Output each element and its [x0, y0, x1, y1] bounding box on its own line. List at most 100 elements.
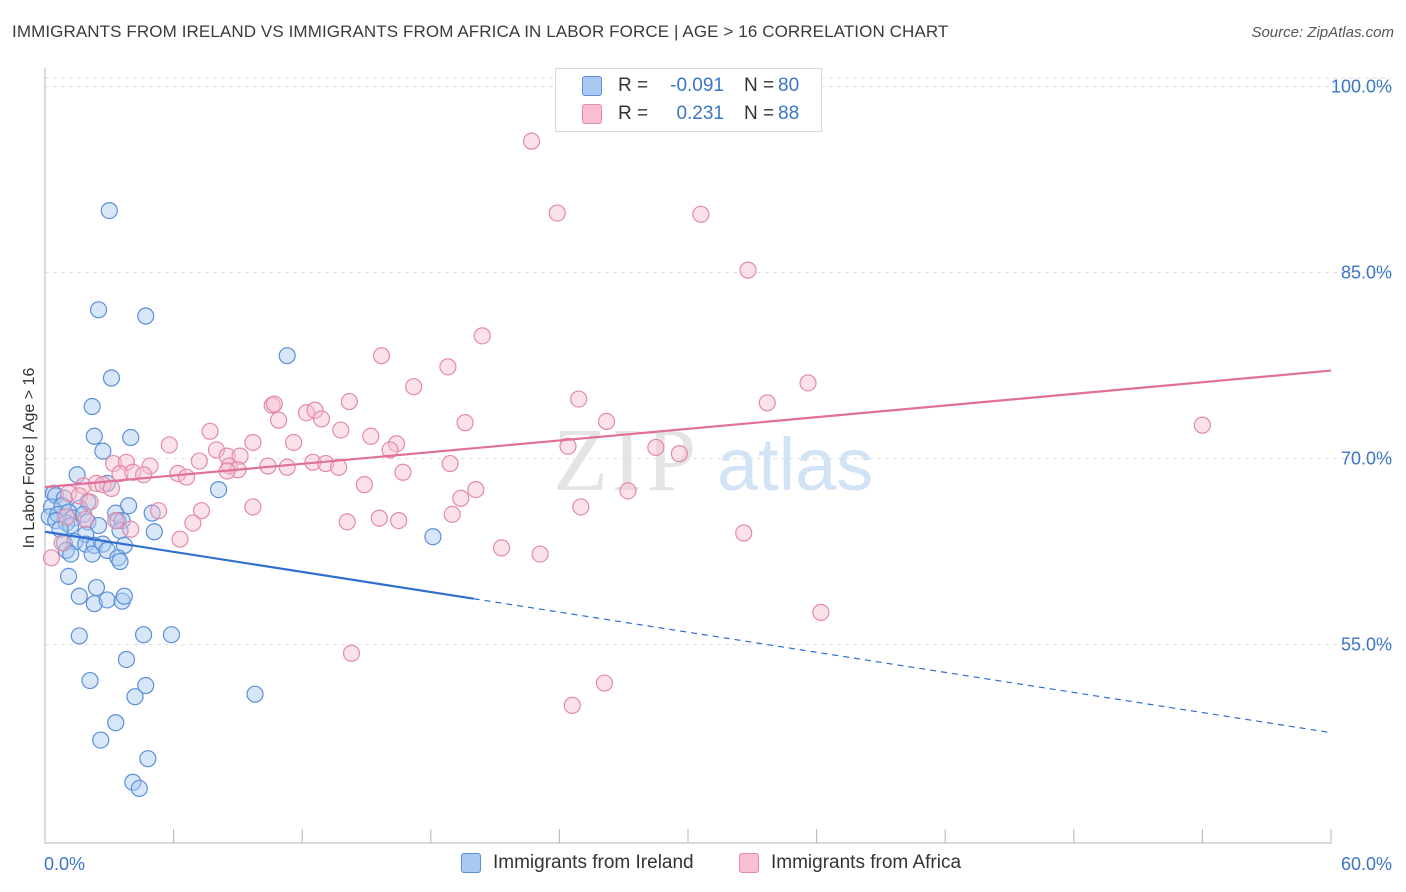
legend-swatch-ireland — [461, 853, 481, 873]
data-point-africa — [317, 454, 335, 473]
data-point-africa — [563, 696, 581, 714]
data-point-africa — [692, 205, 710, 223]
data-point-africa — [394, 463, 412, 481]
data-point-africa — [74, 477, 93, 495]
data-point-ireland — [119, 497, 138, 515]
data-point-ireland — [94, 442, 112, 460]
data-point-africa — [134, 466, 153, 484]
data-point-ireland — [137, 307, 155, 325]
n-label: N = — [744, 103, 775, 124]
data-point-ireland — [89, 301, 108, 319]
data-point-ireland — [100, 202, 118, 220]
data-point-ireland — [81, 671, 99, 690]
trend-line-ireland-extension — [473, 598, 1332, 734]
data-point-ireland — [85, 427, 103, 445]
data-point-ireland — [126, 688, 144, 706]
data-point-africa — [42, 549, 61, 567]
data-point-africa — [244, 498, 262, 516]
data-point-ireland — [210, 481, 228, 499]
data-point-africa — [244, 433, 262, 452]
data-point-ireland — [424, 528, 442, 546]
data-point-ireland — [62, 516, 80, 535]
trend-line-africa — [44, 369, 1332, 489]
data-point-africa — [330, 458, 348, 476]
data-point-africa — [452, 489, 470, 507]
chart-title: IMMIGRANTS FROM IRELAND VS IMMIGRANTS FR… — [12, 22, 949, 41]
data-point-ireland — [98, 591, 116, 609]
data-point-africa — [231, 447, 249, 465]
data-point-africa — [570, 390, 588, 408]
data-point-africa — [439, 358, 457, 376]
data-point-ireland — [107, 714, 125, 732]
data-point-africa — [102, 479, 121, 497]
data-point-africa — [355, 476, 373, 494]
data-point-ireland — [130, 779, 148, 798]
data-point-ireland — [77, 535, 95, 553]
legend-label-africa: Immigrants from Africa — [771, 852, 962, 873]
trend-line-ireland — [44, 530, 474, 600]
n-value: 80 — [778, 75, 800, 96]
data-point-africa — [285, 433, 303, 452]
data-point-ireland — [79, 513, 97, 531]
data-point-africa — [122, 520, 140, 538]
legend-swatch-africa — [739, 853, 759, 873]
data-point-africa — [270, 411, 288, 429]
data-point-africa — [647, 438, 665, 457]
data-point-africa — [572, 498, 590, 516]
legend-swatch-africa — [582, 104, 602, 124]
data-point-ireland — [70, 587, 88, 605]
r-value: -0.091 — [670, 75, 724, 96]
data-point-africa — [370, 509, 388, 527]
data-point-africa — [171, 530, 189, 548]
data-point-ireland — [85, 595, 103, 613]
data-point-africa — [812, 603, 830, 621]
data-point-ireland — [102, 369, 121, 387]
data-point-ireland — [115, 587, 133, 605]
data-point-ireland — [134, 626, 153, 644]
y-tick-label: 100.0% — [1331, 77, 1392, 97]
data-point-africa — [735, 524, 753, 542]
data-point-africa — [141, 457, 159, 475]
n-value: 88 — [778, 103, 800, 124]
data-point-africa — [492, 539, 511, 557]
legend-item-africa[interactable]: Immigrants from Africa — [739, 852, 961, 874]
data-point-africa — [278, 458, 296, 476]
data-point-ireland — [111, 552, 129, 571]
data-point-africa — [1193, 416, 1212, 434]
data-point-africa — [306, 401, 324, 419]
data-point-africa — [619, 482, 637, 500]
data-point-africa — [190, 452, 208, 470]
data-point-ireland — [246, 685, 264, 703]
data-point-ireland — [117, 650, 136, 669]
data-point-africa — [57, 508, 76, 526]
data-point-ireland — [59, 567, 78, 586]
data-point-africa — [531, 545, 549, 563]
r-value: 0.231 — [676, 103, 724, 124]
data-point-africa — [70, 487, 88, 505]
legend-label-ireland: Immigrants from Ireland — [493, 852, 694, 873]
data-point-africa — [177, 468, 196, 486]
data-point-africa — [265, 395, 283, 413]
data-point-africa — [332, 421, 350, 439]
legend-row-africa: R = 0.231 N = 88 — [582, 102, 799, 126]
data-point-ireland — [83, 397, 101, 416]
data-point-ireland — [162, 626, 181, 644]
data-point-africa — [456, 414, 474, 432]
data-point-ireland — [278, 347, 296, 365]
legend-swatch-ireland — [582, 76, 602, 96]
data-point-africa — [338, 513, 356, 531]
data-point-africa — [548, 204, 566, 222]
y-axis-label: In Labor Force | Age > 16 — [21, 367, 38, 549]
data-point-ireland — [70, 627, 88, 645]
source-label: Source: ZipAtlas.com — [1251, 24, 1394, 41]
data-point-ireland — [83, 545, 101, 563]
r-label: R = — [618, 103, 649, 124]
data-point-africa — [670, 445, 689, 463]
legend-item-ireland[interactable]: Immigrants from Ireland — [461, 852, 694, 874]
data-point-africa — [799, 374, 817, 392]
watermark-zip: ZIP — [553, 411, 700, 510]
data-point-ireland — [124, 773, 142, 791]
data-point-africa — [81, 493, 99, 511]
data-point-ireland — [137, 676, 155, 695]
